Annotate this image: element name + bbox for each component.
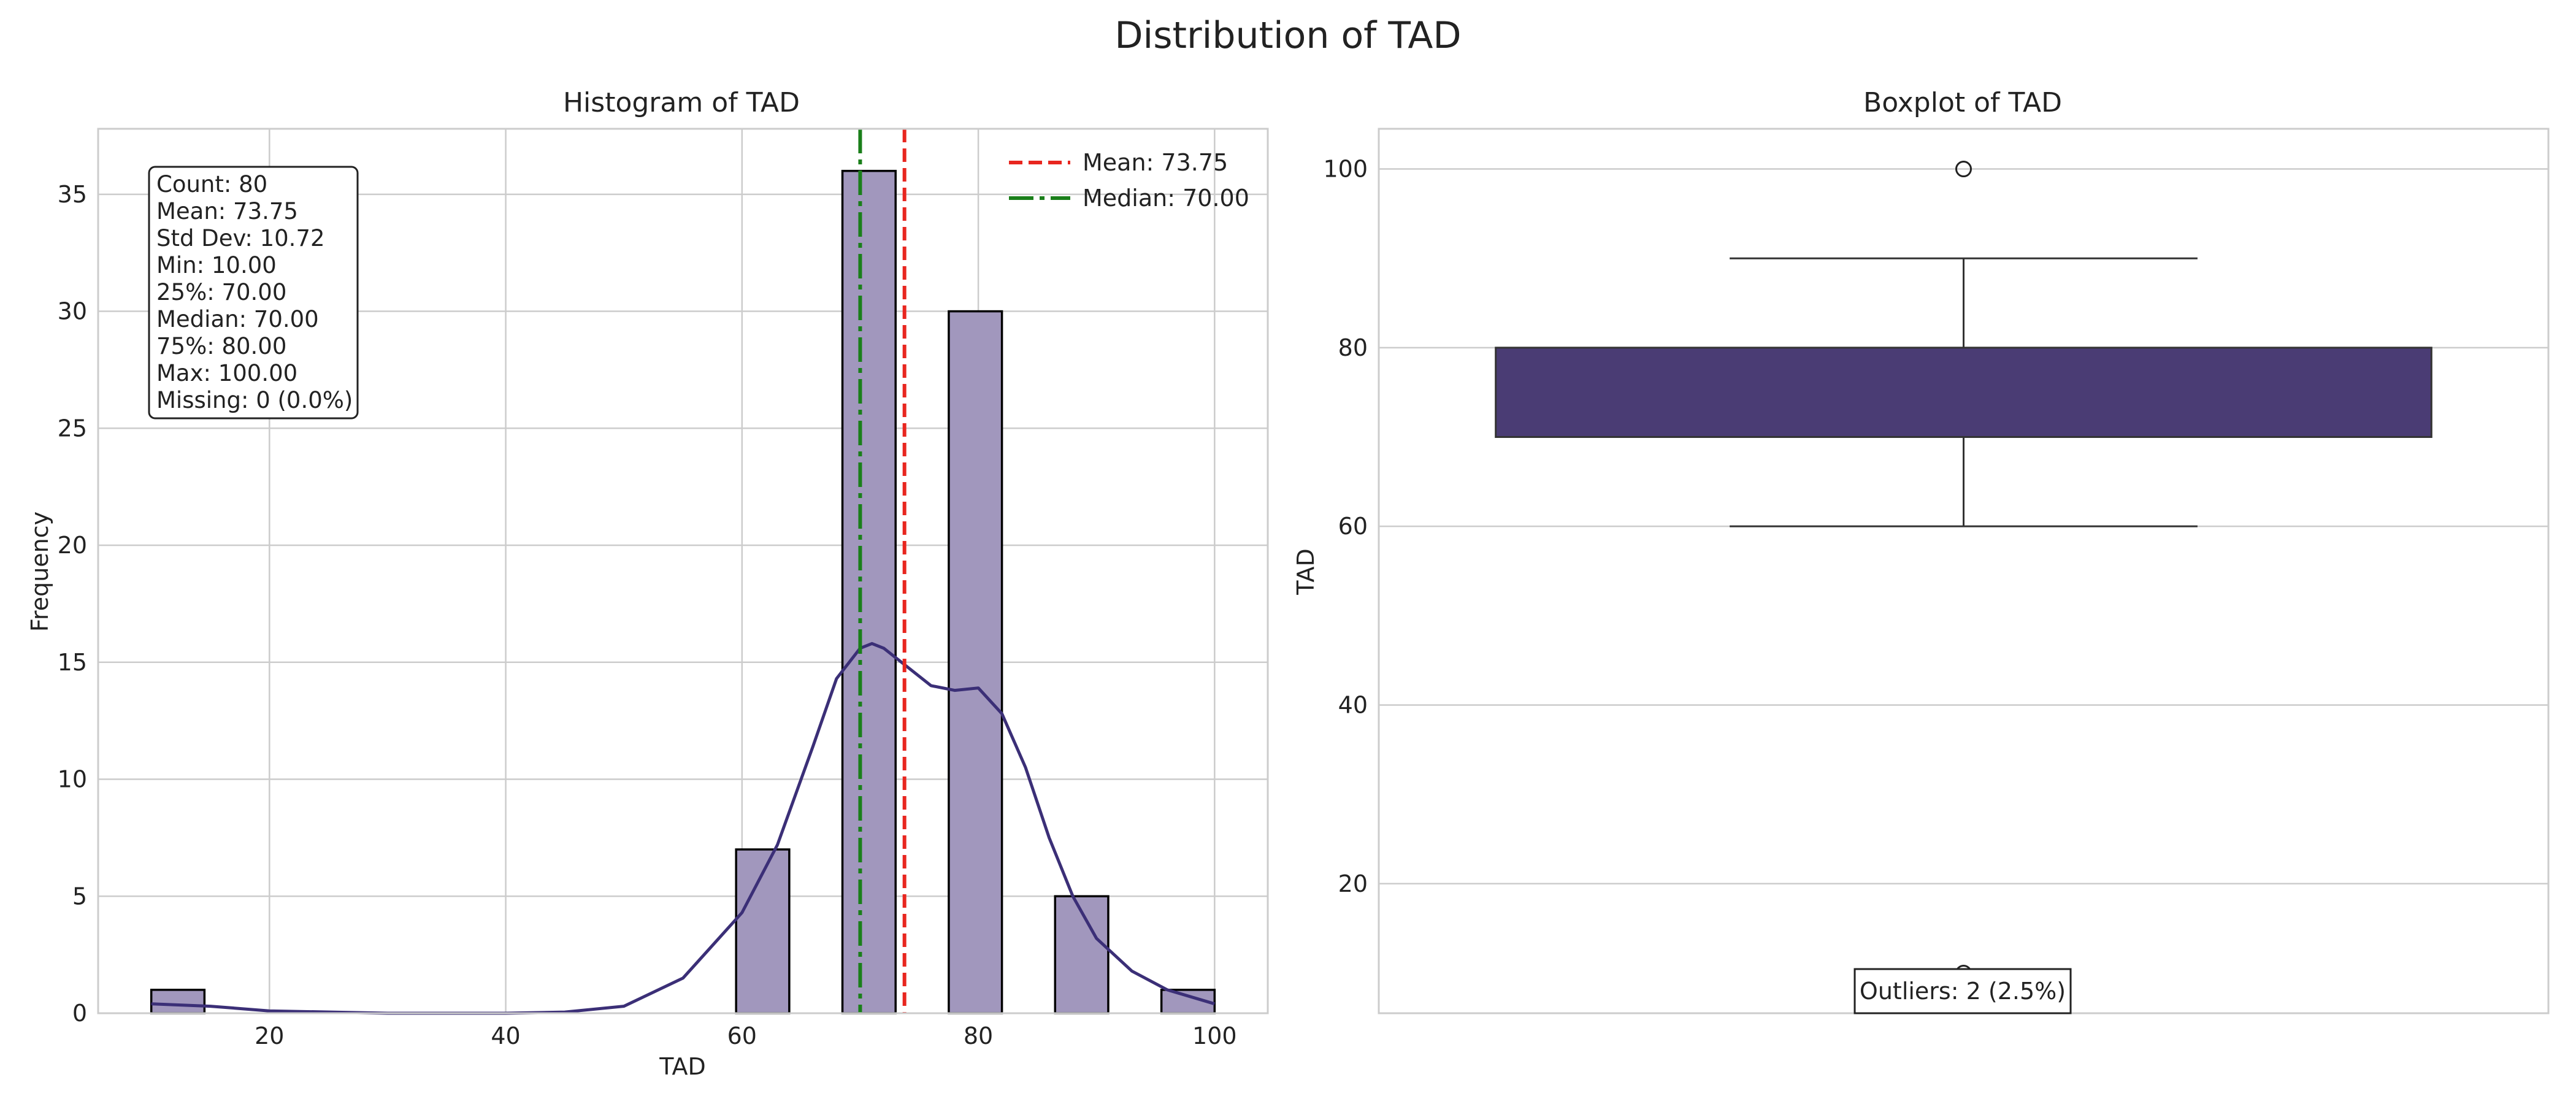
histogram-y-tick-label: 20 — [58, 532, 87, 559]
stats-box-line: Missing: 0 (0.0%) — [156, 387, 353, 413]
boxplot-y-tick-label: 80 — [1338, 334, 1368, 361]
legend-median-label: Median: 70.00 — [1083, 185, 1249, 212]
histogram-y-tick-label: 15 — [58, 649, 87, 676]
histogram-title: Histogram of TAD — [563, 87, 800, 118]
stats-box-line: Min: 10.00 — [156, 252, 277, 278]
histogram-y-ticks: 0 5 10 15 20 25 30 35 — [58, 181, 87, 1027]
boxplot-y-tick-label: 40 — [1338, 691, 1368, 718]
stats-box-line: Mean: 73.75 — [156, 198, 298, 224]
boxplot-y-tick-label: 60 — [1338, 513, 1368, 540]
histogram-x-ticks: 20 40 60 80 100 — [255, 1022, 1236, 1049]
stats-box-line: Max: 100.00 — [156, 360, 297, 386]
histogram-x-tick-label: 60 — [727, 1022, 757, 1049]
legend-mean-label: Mean: 73.75 — [1083, 149, 1228, 176]
outlier-annotation: Outliers: 2 (2.5%) — [1853, 968, 2072, 1014]
figure-title: Distribution of TAD — [1114, 14, 1461, 57]
histogram-bar — [150, 989, 206, 1014]
histogram-y-tick-label: 5 — [72, 883, 87, 910]
histogram-bar — [948, 310, 1003, 1014]
stats-box-frame — [148, 166, 359, 420]
histogram-y-tick-label: 10 — [58, 766, 87, 793]
histogram-gridlines — [98, 129, 1268, 1014]
stats-box-line: Count: 80 — [156, 171, 267, 197]
boxplot-y-tick-label: 100 — [1323, 156, 1368, 183]
stats-box-line: Std Dev: 10.72 — [156, 225, 325, 251]
outlier-annotation-frame — [1853, 968, 2072, 1014]
outlier-point — [1955, 161, 1972, 178]
histogram-y-tick-label: 30 — [58, 298, 87, 325]
histogram-legend: Mean: 73.75 Median: 70.00 — [1009, 149, 1249, 212]
boxplot-title: Boxplot of TAD — [1863, 87, 2062, 118]
histogram-x-tick-label: 80 — [964, 1022, 993, 1049]
histogram-panel: Histogram of TAD 20 40 60 80 100 0 5 10 15 20 25 3… — [26, 87, 1269, 1080]
histogram-y-tick-label: 35 — [58, 181, 87, 208]
boxplot-y-axis-label: TAD — [1292, 548, 1319, 596]
boxplot-panel: Boxplot of TAD 20 40 60 80 100 TAD Outliers:… — [1292, 87, 2550, 1014]
histogram-x-axis-label: TAD — [659, 1053, 706, 1080]
histogram-y-axis-label: Frequency — [26, 512, 53, 632]
iqr-box — [1495, 347, 2432, 439]
histogram-bar — [1054, 895, 1110, 1014]
histogram-bars — [150, 169, 1216, 1014]
histogram-bar — [841, 169, 897, 1014]
histogram-x-tick-label: 100 — [1192, 1022, 1237, 1049]
stats-box-line: Median: 70.00 — [156, 306, 319, 332]
outlier-annotation-text: Outliers: 2 (2.5%) — [1860, 978, 2066, 1005]
histogram-y-tick-label: 0 — [72, 1000, 87, 1027]
histogram-reference-lines — [858, 129, 907, 1013]
boxplot-y-ticks: 20 40 60 80 100 — [1323, 156, 1368, 897]
boxplot-body — [1495, 161, 2432, 981]
stats-box-line: 75%: 80.00 — [156, 333, 286, 359]
histogram-x-tick-label: 20 — [255, 1022, 284, 1049]
histogram-plot-frame — [97, 128, 1269, 1014]
histogram-y-tick-label: 25 — [58, 415, 87, 442]
boxplot-y-tick-label: 20 — [1338, 870, 1368, 897]
histogram-x-tick-label: 40 — [491, 1022, 520, 1049]
stats-box-line: 25%: 70.00 — [156, 279, 286, 305]
